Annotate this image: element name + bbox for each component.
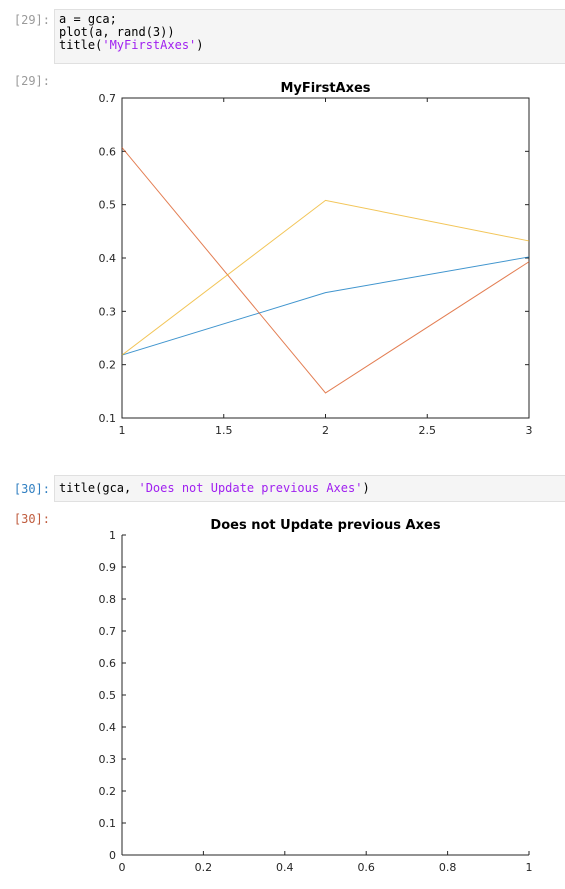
y-tick-label: 0.1	[99, 412, 117, 425]
x-tick-label: 3	[526, 424, 533, 437]
x-tick-label: 0	[119, 861, 126, 874]
chart-title: MyFirstAxes	[280, 81, 370, 96]
chart-myfirstaxes: MyFirstAxes 1 1.5 2 2.5 3 0.1 0.2 0.3 0.4 0.5 0.6 0.…	[99, 81, 533, 437]
y-tick-label: 0.1	[99, 817, 117, 830]
input-prompt-30: [30]:	[13, 482, 50, 496]
output-prompt-30: [30]:	[13, 512, 50, 526]
code-line: title(gca, 'Does not Update previous Axe…	[59, 482, 561, 495]
code-cell-29[interactable]: a = gca; plot(a, rand(3)) title('MyFirstAx…	[54, 9, 565, 64]
code-line: title('MyFirstAxes')	[59, 39, 561, 52]
x-tick-label: 1.5	[215, 424, 233, 437]
code-string: 'MyFirstAxes'	[102, 38, 197, 52]
y-tick-label: 0.2	[99, 359, 117, 372]
x-tick-label: 0.6	[357, 861, 375, 874]
y-tick-label: 0.7	[99, 625, 117, 638]
series-line-1	[121, 256, 530, 356]
x-tick-label: 2.5	[419, 424, 437, 437]
code-text: title(	[59, 38, 103, 52]
code-text: a = gca;	[59, 12, 117, 26]
y-tick-label: 0.5	[99, 689, 117, 702]
code-line: plot(a, rand(3))	[59, 26, 561, 39]
code-string: 'Does not Update previous Axes'	[138, 481, 363, 495]
x-tick-label: 2	[322, 424, 329, 437]
output-prompt-29: [29]:	[13, 74, 50, 88]
x-tick-label: 1	[526, 861, 533, 874]
x-tick-label: 0.8	[439, 861, 457, 874]
y-tick-label: 0.3	[99, 753, 117, 766]
series-line-2	[121, 147, 530, 394]
x-tick-label: 0.4	[276, 861, 294, 874]
y-tick-label: 0.4	[99, 252, 117, 265]
y-tick-label: 0.4	[99, 721, 117, 734]
x-tick-label: 0.2	[195, 861, 213, 874]
y-tick-label: 0.2	[99, 785, 117, 798]
chart-does-not-update: Does not Update previous Axes 0 0.2 0.4 0.6 0…	[99, 518, 533, 874]
y-tick-label: 1	[109, 529, 116, 542]
y-tick-label: 0.6	[99, 657, 117, 670]
code-cell-30[interactable]: title(gca, 'Does not Update previous Axe…	[54, 475, 565, 502]
y-tick-label: 0.3	[99, 305, 117, 318]
code-line: a = gca;	[59, 13, 561, 26]
y-tick-label: 0.9	[99, 561, 117, 574]
y-tick-label: 0.5	[99, 199, 117, 212]
code-text: plot(a, rand(3))	[59, 25, 175, 39]
series-line-3	[121, 199, 530, 356]
y-tick-label: 0.7	[99, 92, 117, 105]
y-tick-label: 0.6	[99, 145, 117, 158]
x-tick-label: 1	[119, 424, 126, 437]
input-prompt-29: [29]:	[13, 13, 50, 27]
y-tick-label: 0	[109, 849, 116, 862]
code-text: title(gca,	[59, 481, 139, 495]
code-text: )	[362, 481, 370, 495]
code-text: )	[196, 38, 204, 52]
plot-frame	[121, 97, 530, 419]
y-tick-label: 0.8	[99, 593, 117, 606]
chart-title: Does not Update previous Axes	[210, 518, 440, 533]
